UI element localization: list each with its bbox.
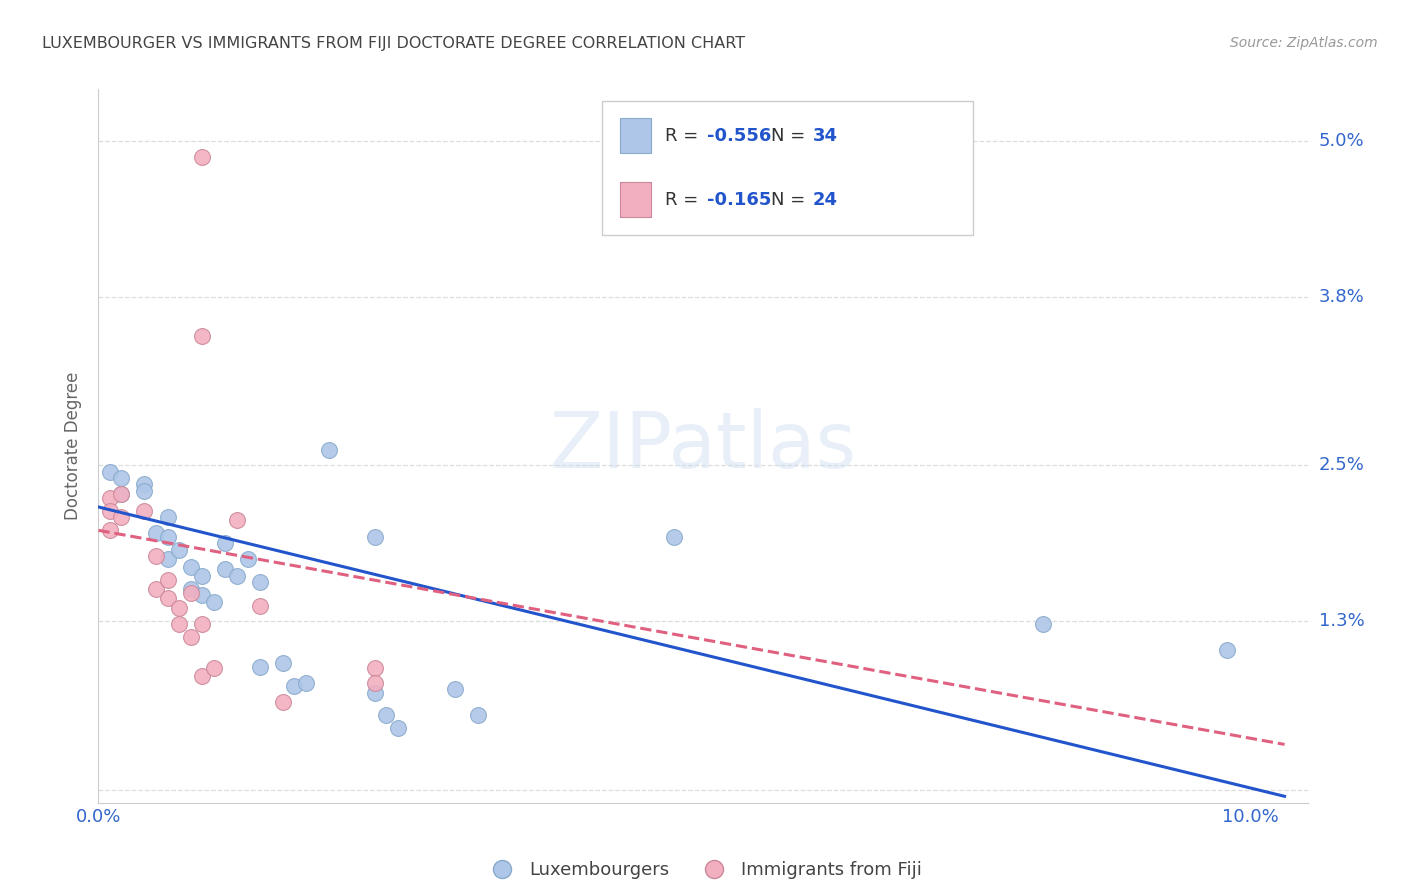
Point bbox=[110, 487, 132, 501]
Point bbox=[364, 685, 387, 699]
Point bbox=[202, 595, 225, 609]
Point bbox=[134, 504, 156, 518]
Point bbox=[249, 599, 271, 613]
Text: ZIPatlas: ZIPatlas bbox=[550, 408, 856, 484]
Y-axis label: Doctorate Degree: Doctorate Degree bbox=[65, 372, 83, 520]
Point bbox=[98, 524, 121, 538]
Point bbox=[156, 573, 179, 587]
Point bbox=[180, 585, 202, 599]
Point bbox=[191, 328, 214, 343]
Legend: Luxembourgers, Immigrants from Fiji: Luxembourgers, Immigrants from Fiji bbox=[477, 855, 929, 887]
Text: -0.556: -0.556 bbox=[707, 127, 772, 145]
Text: LUXEMBOURGER VS IMMIGRANTS FROM FIJI DOCTORATE DEGREE CORRELATION CHART: LUXEMBOURGER VS IMMIGRANTS FROM FIJI DOC… bbox=[42, 36, 745, 51]
Point bbox=[202, 661, 225, 675]
Text: 2.5%: 2.5% bbox=[1319, 457, 1365, 475]
Point bbox=[467, 707, 489, 722]
Point bbox=[134, 476, 156, 491]
Text: 24: 24 bbox=[813, 191, 838, 209]
Point bbox=[98, 504, 121, 518]
Point bbox=[271, 695, 294, 709]
Point bbox=[225, 568, 247, 582]
Point bbox=[387, 721, 409, 735]
Point bbox=[110, 510, 132, 524]
Point bbox=[110, 471, 132, 485]
Point bbox=[191, 588, 214, 602]
Point bbox=[664, 530, 686, 544]
Point bbox=[225, 513, 247, 527]
Point bbox=[318, 442, 340, 457]
Point bbox=[283, 679, 305, 693]
Point bbox=[145, 549, 167, 564]
Point bbox=[180, 582, 202, 596]
Point bbox=[1216, 642, 1239, 657]
Point bbox=[236, 552, 259, 566]
Point bbox=[249, 575, 271, 590]
Point bbox=[180, 630, 202, 644]
Text: N =: N = bbox=[770, 127, 811, 145]
Point bbox=[156, 530, 179, 544]
Point bbox=[134, 484, 156, 499]
Text: 1.3%: 1.3% bbox=[1319, 612, 1365, 630]
Point bbox=[271, 656, 294, 670]
Point bbox=[364, 676, 387, 690]
Point bbox=[191, 568, 214, 582]
Point bbox=[191, 150, 214, 164]
Point bbox=[249, 659, 271, 673]
Point bbox=[1032, 616, 1054, 631]
Point bbox=[375, 707, 398, 722]
Point bbox=[214, 536, 236, 550]
Point bbox=[444, 681, 467, 696]
Point bbox=[167, 542, 190, 557]
Point bbox=[191, 616, 214, 631]
Point bbox=[364, 530, 387, 544]
Point bbox=[191, 668, 214, 682]
Text: N =: N = bbox=[770, 191, 811, 209]
Point bbox=[145, 525, 167, 540]
Text: 5.0%: 5.0% bbox=[1319, 132, 1364, 150]
Point bbox=[145, 582, 167, 596]
Text: 34: 34 bbox=[813, 127, 838, 145]
Point bbox=[180, 559, 202, 574]
Point bbox=[98, 491, 121, 505]
Point bbox=[167, 616, 190, 631]
Point bbox=[156, 591, 179, 605]
Point bbox=[167, 601, 190, 615]
Text: R =: R = bbox=[665, 191, 704, 209]
Text: 3.8%: 3.8% bbox=[1319, 288, 1365, 306]
Text: Source: ZipAtlas.com: Source: ZipAtlas.com bbox=[1230, 36, 1378, 50]
Text: -0.165: -0.165 bbox=[707, 191, 772, 209]
Point bbox=[294, 676, 316, 690]
Point bbox=[214, 562, 236, 576]
Point bbox=[98, 465, 121, 479]
Point bbox=[156, 552, 179, 566]
Point bbox=[364, 661, 387, 675]
Point bbox=[156, 510, 179, 524]
Point bbox=[110, 487, 132, 501]
Text: R =: R = bbox=[665, 127, 704, 145]
